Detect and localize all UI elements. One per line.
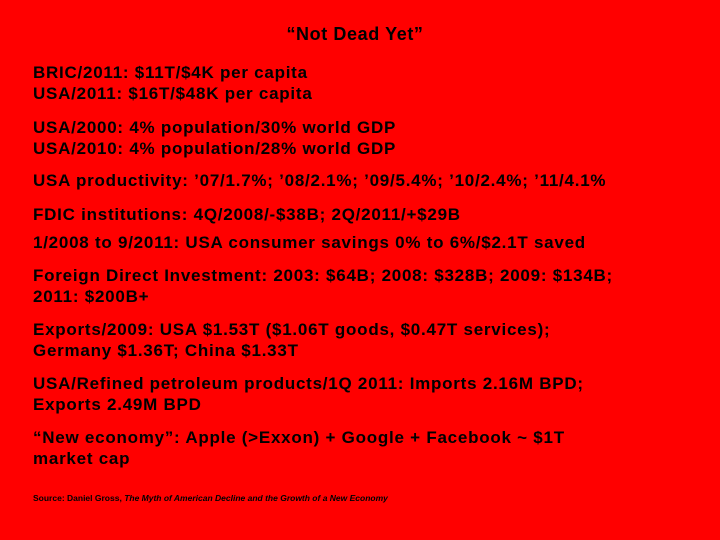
- text-line: Exports/2009: USA $1.53T ($1.06T goods, …: [33, 320, 551, 339]
- text-line: market cap: [33, 449, 131, 468]
- slide-title: “Not Dead Yet”: [286, 24, 424, 44]
- text-line: USA/2011: $16T/$48K per capita: [33, 84, 313, 103]
- text-line: USA/2000: 4% population/30% world GDP: [33, 118, 397, 137]
- source-book: The Myth of American Decline and the Gro…: [124, 493, 388, 503]
- source: Source: Daniel Gross, The Myth of Americ…: [33, 493, 388, 503]
- text-line: USA/Refined petroleum products/1Q 2011: …: [33, 374, 584, 393]
- text-line: FDIC institutions: 4Q/2008/-$38B; 2Q/201…: [33, 205, 461, 224]
- text-line: “New economy”: Apple (>Exxon) + Google +…: [33, 428, 565, 447]
- text-line: Exports 2.49M BPD: [33, 395, 202, 414]
- text-line: Foreign Direct Investment: 2003: $64B; 2…: [33, 266, 613, 285]
- text-line: BRIC/2011: $11T/$4K per capita: [33, 63, 308, 82]
- text-line: 1/2008 to 9/2011: USA consumer savings 0…: [33, 233, 586, 252]
- text-line: Germany $1.36T; China $1.33T: [33, 341, 299, 360]
- text-line: USA productivity: ’07/1.7%; ’08/2.1%; ’0…: [33, 171, 607, 190]
- text-line: USA/2010: 4% population/28% world GDP: [33, 139, 397, 158]
- source-prefix: Source: Daniel Gross,: [33, 493, 122, 503]
- text-line: 2011: $200B+: [33, 287, 150, 306]
